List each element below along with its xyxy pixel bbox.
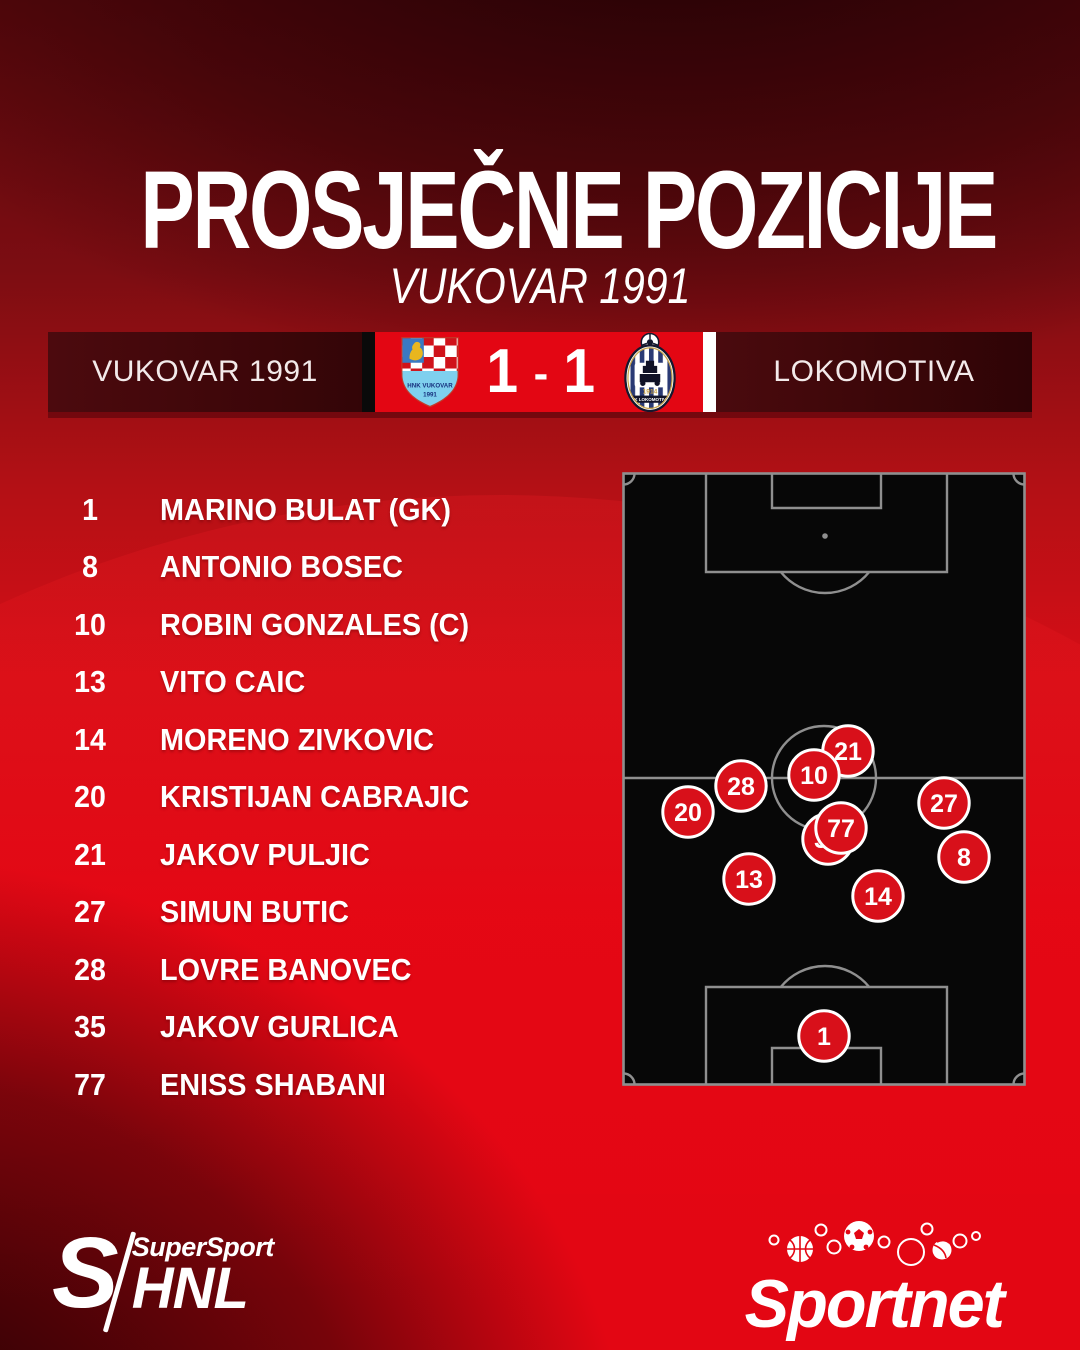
player-number: 8 [82, 549, 98, 585]
position-marker-27: 27 [917, 776, 971, 830]
player-row: 35 JAKOV GURLICA [60, 999, 600, 1057]
supersport-hnl-logo: S SuperSport HNL [52, 1217, 275, 1334]
position-marker-8: 8 [937, 830, 991, 884]
player-number: 28 [74, 951, 106, 987]
home-score: 1 [486, 337, 519, 406]
svg-text:21: 21 [834, 738, 862, 766]
crest-text-line2: 1991 [423, 392, 437, 399]
penalty-spot [822, 533, 828, 539]
player-name: VITO CAIC [160, 664, 306, 700]
supersport-s-mark: S [52, 1217, 119, 1329]
supersport-wordmark: SuperSport [131, 1232, 275, 1262]
player-row: 77 ENISS SHABANI [60, 1056, 600, 1114]
player-number: 10 [74, 606, 106, 642]
player-row: 27 SIMUN BUTIC [60, 884, 600, 942]
sportnet-balls-icon [768, 1221, 981, 1266]
lokomotiva-badge-icon: 1914 NK LOKOMOTIVA [624, 332, 676, 412]
svg-text:27: 27 [930, 790, 958, 818]
svg-text:77: 77 [827, 815, 855, 843]
position-marker-77: 77 [814, 801, 868, 855]
player-number: 77 [74, 1066, 106, 1102]
svg-text:20: 20 [674, 799, 702, 827]
player-name: KRISTIJAN CABRAJIC [160, 779, 470, 815]
page-title: PROSJEČNE POZICIJE [140, 149, 998, 272]
page-subtitle: VUKOVAR 1991 [389, 258, 691, 314]
player-row: 20 KRISTIJAN CABRAJIC [60, 769, 600, 827]
hnl-wordmark: HNL [131, 1256, 249, 1321]
crest-text-line1: HNK VUKOVAR [407, 382, 453, 389]
player-row: 14 MORENO ZIVKOVIC [60, 711, 600, 769]
player-row: 1 MARINO BULAT (GK) [60, 481, 600, 539]
player-row: 13 VITO CAIC [60, 654, 600, 712]
player-name: MARINO BULAT (GK) [160, 491, 451, 527]
svg-text:10: 10 [800, 762, 828, 790]
badge-text-line2: NK LOKOMOTIVA [631, 397, 670, 402]
home-team-name: VUKOVAR 1991 [48, 332, 362, 412]
player-number: 27 [74, 894, 106, 930]
player-row: 10 ROBIN GONZALES (C) [60, 596, 600, 654]
player-number: 35 [74, 1009, 106, 1045]
away-score: 1 [563, 337, 596, 406]
score-separator: - [533, 349, 549, 398]
player-number: 14 [74, 721, 106, 757]
player-row: 8 ANTONIO BOSEC [60, 539, 600, 597]
player-number: 21 [74, 836, 106, 872]
player-name: JAKOV PULJIC [160, 836, 370, 872]
player-name: SIMUN BUTIC [160, 894, 349, 930]
svg-text:1: 1 [817, 1023, 831, 1051]
player-name: JAKOV GURLICA [160, 1009, 399, 1045]
player-number: 13 [74, 664, 106, 700]
player-list: 1 MARINO BULAT (GK) 8 ANTONIO BOSEC 10 ROBIN … [60, 481, 600, 1114]
position-marker-1: 1 [797, 1009, 851, 1063]
player-row: 28 LOVRE BANOVEC [60, 941, 600, 999]
position-marker-13: 13 [722, 852, 776, 906]
player-number: 1 [82, 491, 98, 527]
position-marker-28: 28 [714, 759, 768, 813]
player-name: ANTONIO BOSEC [160, 549, 403, 585]
svg-text:13: 13 [735, 866, 763, 894]
scoreboard-center: HNK VUKOVAR 1991 1 - 1 [375, 332, 703, 412]
svg-text:28: 28 [727, 773, 755, 801]
player-name: ROBIN GONZALES (C) [160, 606, 470, 642]
vukovar-crest-icon: HNK VUKOVAR 1991 [401, 337, 459, 408]
position-marker-14: 14 [851, 869, 905, 923]
sportnet-wordmark: Sportnet [744, 1266, 1005, 1342]
scoreboard-divider-black [362, 332, 375, 412]
scoreboard-divider-white [703, 332, 716, 412]
badge-text-line1: 1914 [642, 389, 657, 396]
player-position-markers: 35211028202787713141 [661, 724, 991, 1063]
player-name: ENISS SHABANI [160, 1066, 386, 1102]
player-name: LOVRE BANOVEC [160, 951, 412, 987]
scoreboard: VUKOVAR 1991 H [48, 332, 1032, 418]
svg-text:8: 8 [957, 844, 971, 872]
player-row: 21 JAKOV PULJIC [60, 826, 600, 884]
position-marker-10: 10 [787, 748, 841, 802]
average-positions-pitch: 35211028202787713141 [622, 472, 1026, 1086]
sportnet-logo: Sportnet [714, 1214, 1034, 1338]
score: 1 - 1 [485, 341, 597, 403]
position-marker-20: 20 [661, 785, 715, 839]
player-name: MORENO ZIVKOVIC [160, 721, 434, 757]
player-number: 20 [74, 779, 106, 815]
svg-text:14: 14 [864, 883, 892, 911]
away-team-name: LOKOMOTIVA [716, 332, 1032, 412]
